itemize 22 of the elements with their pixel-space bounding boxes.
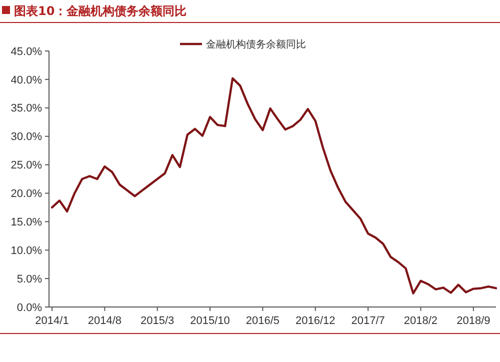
y-tick-label: 0.0% [16,302,42,314]
x-tick-label: 2018/2 [404,315,438,327]
x-tick-label: 2016/12 [296,315,336,327]
x-tick-label: 2014/8 [88,315,122,327]
line-series [50,77,498,294]
x-tick-label: 2017/7 [351,315,385,327]
chart-title: 图表10：金融机构债务余额同比 [14,4,187,18]
x-tick-label: 2016/5 [246,315,280,327]
x-tick-label: 2014/1 [35,315,69,327]
y-tick-label: 35.0% [10,102,42,115]
legend-label: 金融机构债务余额同比 [206,38,306,50]
x-tick-label: 2018/9 [456,315,490,327]
y-tick-label: 15.0% [10,216,42,229]
x-tick-label: 2015/10 [190,315,230,327]
y-tick-label: 5.0% [16,273,42,286]
y-tick-label: 25.0% [10,160,42,172]
y-tick-label: 20.0% [10,188,42,200]
y-tick-label: 10.0% [10,244,42,257]
x-tick-label: 2015/3 [140,315,174,327]
y-tick-label: 45.0% [10,46,42,58]
y-tick-label: 40.0% [10,74,42,86]
y-tick-label: 30.0% [10,131,42,144]
